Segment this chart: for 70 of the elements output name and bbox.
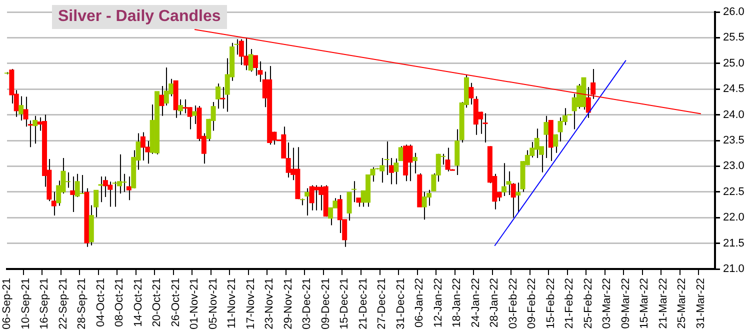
y-tick-label: 22.0 (723, 212, 744, 224)
candlestick (502, 162, 507, 197)
y-tick-label: 23.0 (723, 160, 744, 172)
candlestick (412, 152, 418, 174)
x-tick-label: 04-Oct-21 (94, 278, 107, 327)
candlestick (482, 112, 488, 144)
candlestick (98, 176, 104, 203)
x-tick-label: 20-Oct-21 (151, 278, 164, 327)
candlestick (304, 188, 310, 216)
candlestick (23, 96, 28, 128)
candlestick (159, 86, 164, 116)
candlestick (215, 82, 220, 110)
x-tick-label: 12-Jan-22 (432, 278, 444, 328)
y-tick-label: 23.5 (723, 134, 744, 147)
x-tick-label: 03-Feb-22 (507, 278, 520, 329)
x-tick-label: 06-Sep-21 (1, 278, 14, 330)
x-tick-label: 25-Feb-22 (582, 278, 594, 329)
candlestick (192, 105, 198, 125)
x-tick-label: 25-Mar-22 (676, 278, 688, 329)
candlestick (253, 55, 258, 76)
chart-title: Silver - Daily Candles (52, 5, 227, 29)
x-tick-label: 28-Jan-22 (488, 278, 501, 328)
y-tick-label: 21.5 (723, 237, 744, 250)
x-tick-label: 05-Nov-21 (207, 278, 220, 330)
x-tick-label: 08-Oct-21 (114, 278, 126, 327)
y-tick-label: 24.5 (723, 83, 744, 96)
candlestick (178, 98, 183, 116)
y-tick-label: 21.0 (723, 263, 744, 276)
x-tick-label: 27-Dec-21 (376, 278, 388, 330)
y-tick-label: 24.0 (723, 108, 744, 121)
candlestick (544, 115, 549, 158)
candlestick (70, 176, 76, 212)
candlestick (553, 134, 558, 154)
x-tick-label: 24-Jan-22 (470, 278, 482, 328)
x-tick-label: 21-Mar-22 (657, 278, 670, 329)
x-tick-label: 29-Nov-21 (282, 278, 294, 330)
x-tick-label: 21-Dec-21 (357, 278, 370, 330)
x-tick-label: 23-Nov-21 (264, 278, 276, 330)
x-tick-label: 15-Dec-21 (338, 278, 351, 330)
candlestick (126, 176, 132, 201)
x-tick-label: 31-Dec-21 (394, 278, 407, 330)
x-tick-label: 15-Mar-22 (638, 278, 651, 329)
x-tick-label: 28-Sep-21 (76, 278, 88, 330)
x-tick-label: 09-Dec-21 (320, 278, 332, 330)
x-tick-label: 22-Sep-21 (57, 278, 70, 330)
y-tick-label: 25.0 (723, 57, 744, 70)
x-tick-label: 09-Feb-22 (526, 278, 538, 329)
x-tick-label: 06-Jan-22 (414, 278, 426, 328)
x-tick-label: 26-Oct-21 (170, 278, 182, 327)
x-tick-label: 11-Nov-21 (226, 278, 238, 329)
y-tick-label: 22.5 (723, 186, 744, 198)
candlestick (351, 180, 356, 203)
x-tick-label: 21-Feb-22 (564, 278, 576, 329)
x-tick-label: 16-Sep-21 (38, 278, 51, 330)
candlestick (32, 115, 38, 144)
candlestick (346, 192, 352, 222)
x-tick-label: 01-Nov-21 (188, 278, 201, 330)
candlestick (65, 172, 70, 188)
x-tick-label: 15-Feb-22 (544, 278, 557, 329)
y-tick-label: 25.5 (723, 32, 744, 44)
x-tick-label: 09-Mar-22 (620, 278, 632, 329)
y-tick-label: 26.0 (723, 6, 744, 18)
x-tick-label: 03-Dec-21 (301, 278, 314, 330)
x-tick-label: 10-Sep-21 (20, 278, 32, 330)
candlestick (220, 86, 226, 110)
x-tick-label: 03-Mar-22 (601, 278, 614, 329)
x-tick-label: 18-Jan-22 (451, 278, 464, 328)
x-tick-label: 14-Oct-21 (132, 278, 144, 327)
x-tick-label: 31-Mar-22 (694, 278, 707, 329)
x-tick-label: 17-Nov-21 (244, 278, 257, 330)
